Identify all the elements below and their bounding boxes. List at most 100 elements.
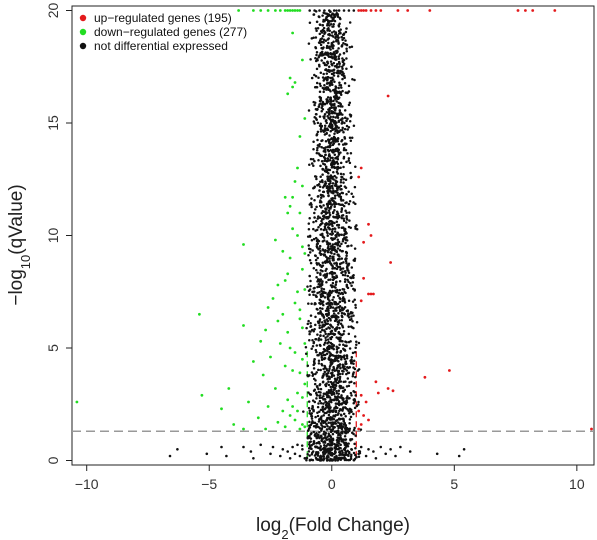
point-ns <box>322 26 326 30</box>
point-down <box>303 288 307 291</box>
point-ns <box>342 204 346 208</box>
point-ns <box>338 375 342 379</box>
point-ns <box>319 102 322 105</box>
point-ns <box>336 114 339 118</box>
point-ns <box>333 230 337 233</box>
point-ns <box>339 181 343 184</box>
point-ns <box>341 451 344 454</box>
point-ns <box>334 147 338 151</box>
point-ns <box>337 233 340 237</box>
point-ns <box>320 354 323 358</box>
point-ns <box>340 139 343 143</box>
point-ns <box>325 352 329 356</box>
point-ns <box>314 175 318 178</box>
point-ns <box>325 18 328 21</box>
point-ns <box>345 283 349 287</box>
point-ns <box>334 216 337 219</box>
point-ns <box>331 298 334 302</box>
point-ns <box>334 50 337 53</box>
point-ns <box>326 335 329 338</box>
point-ns <box>340 257 344 260</box>
point-ns <box>325 63 328 67</box>
point-ns <box>337 359 340 363</box>
point-ns <box>342 148 346 152</box>
point-ns <box>313 216 316 219</box>
point-ns <box>323 440 326 443</box>
point-ns <box>313 122 316 125</box>
point-ns <box>306 235 310 238</box>
point-ns <box>319 125 323 129</box>
point-up <box>359 166 363 170</box>
point-ns <box>310 162 314 165</box>
point-ns <box>328 426 331 429</box>
point-ns <box>321 280 324 283</box>
point-ns <box>329 202 333 206</box>
point-ns <box>333 132 336 136</box>
point-ns <box>331 384 335 388</box>
point-ns <box>329 250 332 254</box>
point-ns <box>333 102 336 106</box>
point-ns <box>333 272 337 275</box>
point-ns <box>332 16 335 19</box>
point-ns <box>340 355 344 358</box>
point-ns <box>335 309 338 312</box>
point-ns <box>331 238 334 241</box>
point-ns <box>346 449 349 453</box>
point-ns <box>339 351 342 354</box>
point-ns <box>339 339 343 343</box>
point-ns <box>354 375 357 379</box>
point-ns <box>330 362 333 366</box>
point-ns <box>340 86 343 89</box>
point-ns <box>331 259 335 262</box>
point-ns <box>327 245 330 248</box>
point-ns <box>329 261 332 265</box>
legend: up−regulated genes (195) down−regulated … <box>79 11 247 53</box>
point-ns <box>341 89 344 93</box>
point-down <box>281 249 285 253</box>
point-ns <box>334 35 338 38</box>
point-down <box>286 330 290 334</box>
point-ns <box>319 394 322 397</box>
point-ns <box>330 423 333 427</box>
point-ns <box>348 101 352 105</box>
point-ns <box>346 128 349 131</box>
point-ns <box>343 388 347 392</box>
point-ns <box>339 105 342 108</box>
point-ns <box>347 280 350 284</box>
point-ns <box>317 55 320 59</box>
point-ns <box>352 412 355 416</box>
point-ns <box>319 164 322 168</box>
point-down <box>276 283 280 287</box>
point-ns <box>326 257 329 261</box>
point-ns <box>339 203 342 207</box>
point-ns <box>319 330 322 334</box>
point-ns <box>220 445 223 449</box>
point-ns <box>321 24 324 27</box>
point-ns <box>345 344 348 348</box>
point-ns <box>350 453 353 457</box>
point-ns <box>330 230 334 233</box>
point-ns <box>316 411 319 415</box>
legend-up-label: up−regulated genes (195) <box>94 11 232 25</box>
point-ns <box>342 51 346 55</box>
point-ns <box>399 445 402 449</box>
point-ns <box>304 345 308 349</box>
point-ns <box>307 302 310 305</box>
point-ns <box>310 347 313 350</box>
point-ns <box>334 116 337 119</box>
point-down <box>291 405 294 408</box>
point-down <box>242 324 245 327</box>
point-ns <box>328 185 332 188</box>
point-down <box>286 272 290 276</box>
point-ns <box>323 225 327 228</box>
point-ns <box>329 332 333 336</box>
point-up <box>359 9 363 12</box>
point-ns <box>327 380 330 384</box>
point-ns <box>333 242 337 246</box>
point-ns <box>332 215 335 218</box>
point-ns <box>313 73 316 77</box>
point-ns <box>341 126 344 130</box>
point-ns <box>319 196 323 199</box>
point-down <box>291 227 294 231</box>
point-ns <box>349 415 353 419</box>
